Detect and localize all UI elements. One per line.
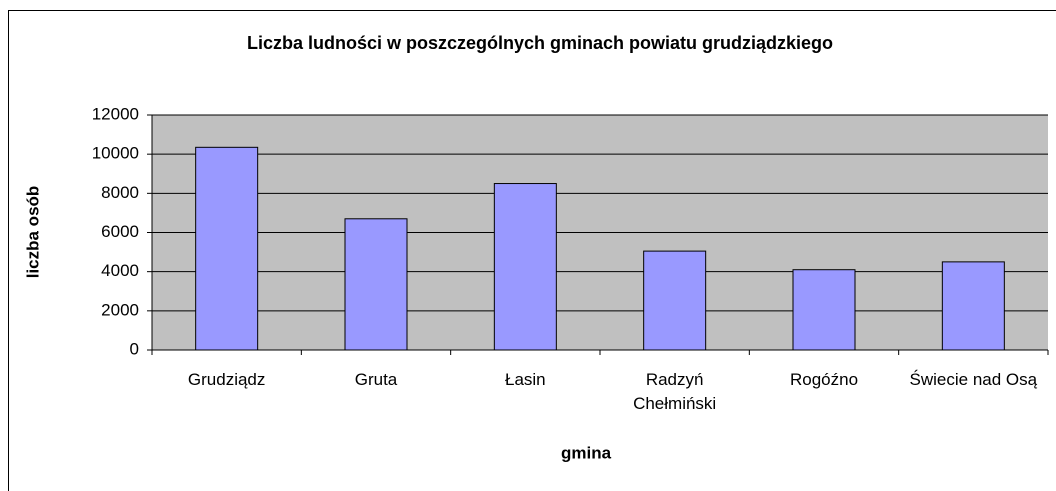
chart-title: Liczba ludności w poszczególnych gminach… xyxy=(247,33,833,53)
y-axis-title: liczba osób xyxy=(23,186,42,279)
bar xyxy=(195,146,259,351)
bar xyxy=(941,261,1005,351)
bar xyxy=(792,269,856,351)
y-tick-label: 6000 xyxy=(101,222,139,241)
bar xyxy=(493,183,557,351)
x-tick-label: Radzyń Chełmiński xyxy=(633,370,717,413)
x-tick-label: Grudziądz xyxy=(187,370,266,389)
y-tick-label: 2000 xyxy=(101,300,139,319)
bar xyxy=(643,250,707,351)
x-tick-label: Łasin xyxy=(505,370,546,389)
bar xyxy=(344,218,408,351)
x-tick-label: Gruta xyxy=(354,370,398,389)
y-tick-label: 8000 xyxy=(101,183,139,202)
x-axis-title: gmina xyxy=(561,443,612,462)
x-tick-label: Świecie nad Osą xyxy=(909,370,1038,389)
y-tick-label: 4000 xyxy=(101,261,139,280)
y-tick-label: 0 xyxy=(130,339,139,358)
y-tick-label: 10000 xyxy=(92,144,139,163)
y-tick-label: 12000 xyxy=(92,104,139,123)
x-tick-label: Rogóźno xyxy=(789,370,859,389)
